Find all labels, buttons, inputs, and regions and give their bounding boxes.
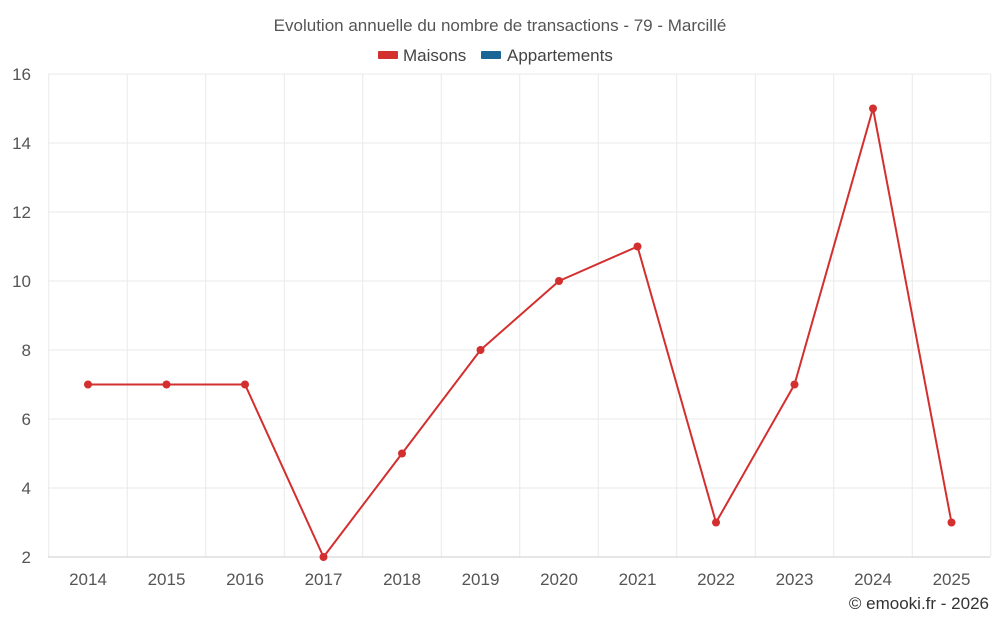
x-tick-label: 2024 <box>854 570 892 589</box>
x-tick-label: 2022 <box>697 570 735 589</box>
legend-item-maisons[interactable]: Maisons <box>378 46 466 65</box>
legend-label-appartements: Appartements <box>507 46 613 65</box>
x-tick-label: 2016 <box>226 570 264 589</box>
credit-text: © emooki.fr - 2026 <box>849 594 989 613</box>
x-tick-label: 2019 <box>462 570 500 589</box>
legend-swatch-maisons <box>378 51 398 59</box>
x-tick-label: 2014 <box>69 570 107 589</box>
data-point-maisons-2020[interactable] <box>555 277 563 285</box>
y-tick-label: 12 <box>12 203 31 222</box>
data-point-maisons-2014[interactable] <box>84 380 92 389</box>
x-tick-label: 2025 <box>933 570 971 589</box>
y-tick-label: 14 <box>12 134 31 153</box>
data-point-maisons-2022[interactable] <box>712 518 720 527</box>
data-point-maisons-2019[interactable] <box>476 346 485 354</box>
legend-label-maisons: Maisons <box>403 46 466 65</box>
series-line-maisons <box>88 107 953 558</box>
x-tick-label: 2020 <box>540 570 578 589</box>
legend-swatch-appartements <box>481 51 501 59</box>
legend-item-appartements[interactable]: Appartements <box>481 46 613 65</box>
data-point-maisons-2016[interactable] <box>241 380 249 389</box>
series <box>84 104 956 561</box>
y-tick-label: 8 <box>22 341 31 360</box>
grid <box>48 73 992 558</box>
chart-title: Evolution annuelle du nombre de transact… <box>274 16 727 35</box>
data-point-maisons-2018[interactable] <box>398 449 406 458</box>
x-tick-label: 2023 <box>776 570 814 589</box>
x-tick-label: 2017 <box>305 570 343 589</box>
data-point-maisons-2017[interactable] <box>319 553 328 561</box>
y-tick-label: 16 <box>12 65 31 84</box>
data-point-maisons-2021[interactable] <box>633 242 642 251</box>
data-point-maisons-2023[interactable] <box>790 380 799 389</box>
y-tick-label: 2 <box>22 548 31 567</box>
data-point-maisons-2015[interactable] <box>162 380 171 389</box>
y-tick-label: 6 <box>22 410 31 429</box>
y-tick-label: 10 <box>12 272 31 291</box>
y-tick-label: 4 <box>22 479 31 498</box>
x-axis-ticks: 2014 2015 2016 2017 2018 2019 2020 2021 2022 2023… <box>69 570 970 589</box>
y-axis-ticks: 2 4 6 8 10 12 14 16 <box>12 65 31 567</box>
legend: Maisons Appartements <box>378 46 613 65</box>
data-point-maisons-2024[interactable] <box>869 104 877 113</box>
x-tick-label: 2021 <box>619 570 657 589</box>
x-tick-label: 2018 <box>383 570 421 589</box>
data-point-maisons-2025[interactable] <box>947 518 956 527</box>
x-tick-label: 2015 <box>148 570 186 589</box>
